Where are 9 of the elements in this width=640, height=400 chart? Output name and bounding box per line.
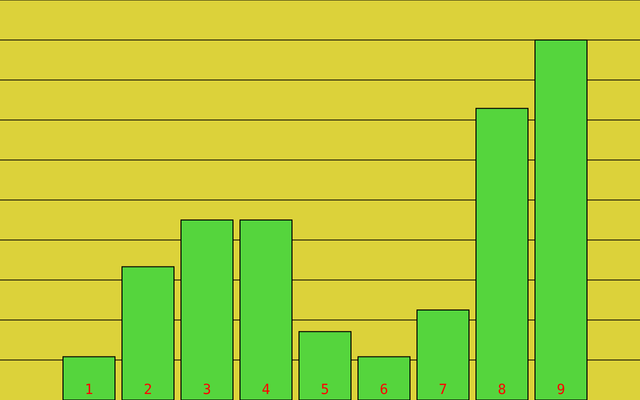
x-tick-label: 6 [380, 382, 388, 398]
x-tick-label: 2 [144, 382, 152, 398]
x-tick-label: 5 [320, 382, 330, 398]
x-tick-label: 3 [202, 382, 212, 398]
x-tick-label: 4 [262, 382, 270, 398]
x-tick-label: 9 [556, 382, 566, 398]
x-tick-label: 1 [84, 382, 94, 398]
x-tick-label: 7 [438, 382, 448, 398]
x-tick-label: 8 [498, 382, 506, 398]
